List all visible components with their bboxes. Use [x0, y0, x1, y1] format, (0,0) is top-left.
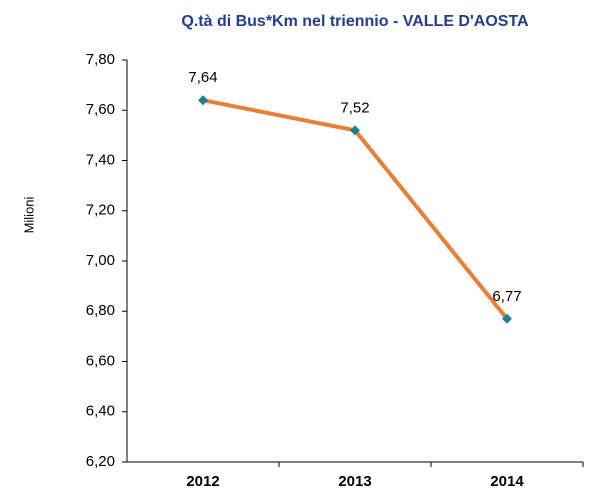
x-tick-label: 2013	[338, 473, 371, 490]
y-tick-label: 7,40	[86, 151, 115, 168]
y-tick-label: 7,20	[86, 202, 115, 219]
y-tick-label: 6,60	[86, 352, 115, 369]
marker	[350, 125, 360, 136]
x-tick-label: 2014	[490, 473, 524, 490]
y-tick-label: 7,80	[86, 51, 115, 68]
marker	[502, 313, 512, 324]
data-label: 6,77	[492, 288, 521, 305]
data-label: 7,64	[188, 69, 217, 86]
y-tick-label: 6,20	[86, 453, 115, 470]
chart-title: Q.tà di Bus*Km nel triennio - VALLE D'AO…	[181, 13, 529, 30]
y-tick-label: 7,00	[86, 252, 115, 269]
data-label: 7,52	[340, 99, 369, 116]
y-axis-label: Milioni	[21, 196, 36, 233]
x-tick-label: 2012	[186, 473, 219, 490]
marker	[198, 95, 208, 106]
y-tick-label: 6,80	[86, 302, 115, 319]
y-tick-label: 6,40	[86, 403, 115, 420]
y-tick-label: 7,60	[86, 101, 115, 118]
